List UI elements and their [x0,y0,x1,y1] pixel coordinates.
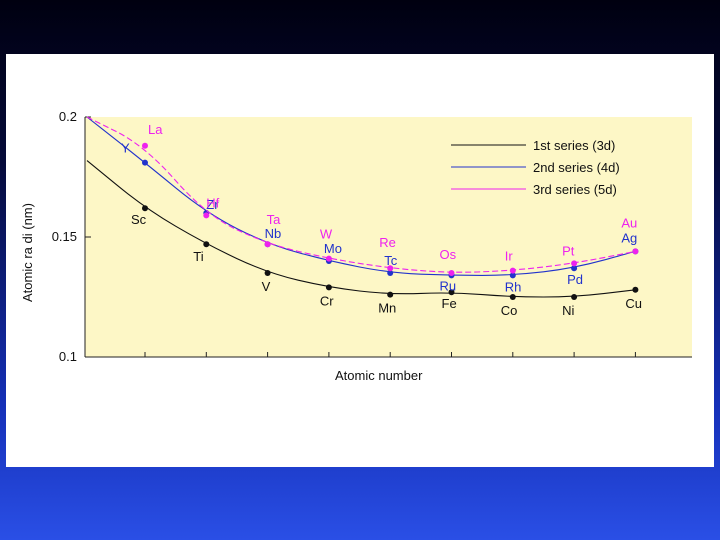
point-label: Os [440,247,457,262]
data-point [203,241,210,248]
legend: 1st series (3d) 2nd series (4d) 3rd series… [451,138,620,197]
point-label: Pd [567,272,583,287]
point-label: Rh [505,279,522,294]
data-point [448,270,455,276]
point-label: Ni [562,303,574,318]
point-label: Hf [206,195,219,210]
series-1: Sc Ti V Cr Mn Fe Co Ni Cu [86,160,642,318]
x-ticks [144,352,636,357]
data-point [325,284,332,291]
point-label: Re [379,235,396,250]
data-point [632,286,639,293]
slide-frame: 0.1 0.15 0.2 Sc Ti V Cr Mn Fe Co Ni Cu Y Zr Nb Mo Tc Ru R… [6,54,714,467]
point-label: Fe [442,296,457,311]
data-point [571,265,578,272]
data-point [509,267,516,274]
point-label: W [320,227,333,242]
data-point [509,272,516,279]
legend-label: 1st series (3d) [533,138,615,153]
y-ticks: 0.1 0.15 0.2 [52,109,91,364]
point-label: Mn [378,301,396,316]
y-tick-label: 0.2 [59,109,77,124]
point-label: Cu [625,296,642,311]
plot-panel [85,117,692,357]
series-layer: Sc Ti V Cr Mn Fe Co Ni Cu Y Zr Nb Mo Tc Ru Rh Pd Ag La Hf Ta… [86,116,642,318]
x-axis-title: Atomic number [335,368,423,383]
point-label: Sc [131,212,147,227]
series-line [86,116,636,276]
point-label: Y [121,141,130,156]
data-point [264,241,271,248]
y-tick-label: 0.15 [52,229,77,244]
data-point [325,255,332,262]
data-point [509,294,516,300]
data-point [264,270,271,276]
data-point [571,260,578,267]
series-line [86,116,636,273]
point-label: Ti [193,249,203,264]
point-label: Ag [621,230,637,245]
y-axis-title: Atomic ra di (nm) [20,203,35,302]
point-label: Au [621,215,637,230]
data-point [387,270,394,276]
data-point [571,294,578,300]
data-point [632,248,639,255]
data-point [142,159,148,166]
data-point [448,289,455,296]
point-label: Mo [324,241,342,256]
point-label: Tc [384,253,398,268]
legend-label: 3rd series (5d) [533,182,617,197]
data-point [203,212,210,219]
point-label: Ir [505,249,514,264]
series-line [86,160,636,298]
data-point [142,142,148,149]
legend-label: 2nd series (4d) [533,160,620,175]
data-point [387,291,394,298]
point-label: La [148,122,163,137]
point-label: Cr [320,293,334,308]
point-label: V [262,279,271,294]
point-label: Nb [265,226,282,241]
data-point [142,205,148,212]
series-3: La Hf Ta W Re Os Ir Pt Au [86,116,639,276]
data-point [387,265,394,272]
point-label: Zr [206,197,219,212]
point-label: Co [501,303,518,318]
y-tick-label: 0.1 [59,349,77,364]
point-label: Ru [440,278,457,293]
atomic-radius-chart: 0.1 0.15 0.2 Sc Ti V Cr Mn Fe Co Ni Cu Y Zr Nb Mo Tc Ru R… [20,109,692,383]
point-label: Ta [267,212,282,227]
point-label: Pt [562,243,575,258]
